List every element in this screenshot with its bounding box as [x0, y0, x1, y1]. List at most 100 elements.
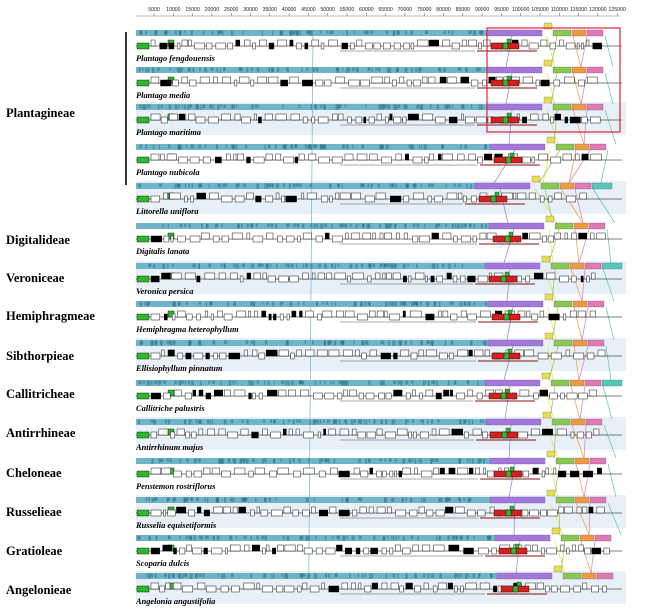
- gene-box: [381, 156, 392, 164]
- similarity-tick: [264, 573, 267, 578]
- gene-box: [275, 113, 287, 121]
- gene-box: [453, 235, 458, 243]
- connector-line: [560, 188, 584, 224]
- gene-box: [207, 116, 219, 124]
- gene-box: [537, 153, 548, 161]
- gene-box: [468, 467, 474, 475]
- similarity-tick: [211, 30, 214, 36]
- similarity-tick: [332, 535, 335, 539]
- similarity-tick: [361, 144, 363, 148]
- gene-box: [184, 272, 196, 280]
- similarity-tick: [346, 144, 349, 149]
- similarity-tick: [169, 458, 172, 463]
- similarity-tick: [310, 223, 313, 228]
- similarity-tick: [391, 183, 394, 187]
- similarity-tick: [357, 419, 361, 424]
- similarity-tick: [199, 419, 202, 424]
- gene-box: [341, 582, 348, 590]
- gene-box: [252, 392, 256, 400]
- gene-box: [301, 192, 305, 200]
- similarity-tick: [166, 340, 170, 345]
- gene-box: [213, 352, 218, 360]
- similarity-tick: [393, 104, 397, 110]
- similarity-tick: [423, 573, 426, 578]
- similarity-tick: [455, 573, 459, 578]
- similarity-tick: [198, 458, 201, 463]
- similarity-tick: [156, 535, 158, 541]
- similarity-tick: [282, 104, 284, 109]
- similarity-tick: [365, 104, 367, 108]
- similarity-tick: [313, 144, 316, 149]
- similarity-tick: [228, 458, 230, 462]
- connector-line: [547, 345, 554, 381]
- similarity-tick: [430, 183, 434, 188]
- similarity-tick: [317, 419, 320, 424]
- similarity-tick: [176, 67, 179, 72]
- similarity-tick: [280, 458, 282, 463]
- similarity-tick: [255, 104, 258, 108]
- gene-box: [461, 39, 468, 47]
- similarity-tick: [310, 144, 313, 150]
- similarity-tick: [271, 67, 274, 72]
- gene-box: [265, 349, 278, 357]
- similarity-tick: [232, 458, 234, 463]
- similarity-tick: [217, 183, 220, 187]
- similarity-tick: [178, 301, 181, 306]
- gene-box: [577, 310, 587, 318]
- gene-box: [204, 310, 208, 318]
- similarity-tick: [148, 535, 151, 541]
- gene-box: [324, 79, 332, 87]
- tick-label: 115000: [570, 7, 587, 13]
- gene-box: [159, 42, 168, 50]
- gene-box: [517, 431, 528, 439]
- similarity-tick: [445, 223, 448, 227]
- gene-box: [288, 389, 296, 397]
- similarity-tick: [400, 340, 402, 346]
- similarity-tick: [242, 458, 246, 462]
- gene-green: [505, 427, 511, 433]
- similarity-tick: [210, 67, 214, 71]
- similarity-tick: [180, 67, 183, 73]
- similarity-tick: [438, 535, 441, 541]
- similarity-tick: [292, 419, 295, 425]
- genome-row: [136, 489, 622, 519]
- gene-box: [436, 275, 443, 283]
- similarity-tick: [183, 497, 187, 503]
- similarity-tick: [447, 380, 450, 385]
- similarity-tick: [241, 223, 243, 228]
- similarity-tick: [384, 104, 387, 109]
- similarity-tick: [216, 67, 218, 73]
- gene-box: [581, 153, 589, 161]
- gene-box: [328, 585, 339, 593]
- similarity-tick: [367, 183, 370, 188]
- similarity-tick: [453, 183, 456, 187]
- gene-box: [541, 547, 545, 555]
- gene-box: [277, 544, 284, 552]
- similarity-tick: [286, 67, 290, 72]
- gene-green: [512, 585, 519, 593]
- gene-box: [313, 392, 323, 400]
- similarity-tick: [469, 497, 472, 502]
- similarity-tick: [305, 144, 308, 149]
- similarity-tick: [324, 380, 326, 385]
- similarity-tick: [176, 183, 180, 188]
- similarity-tick: [315, 301, 318, 307]
- gene-green: [136, 585, 150, 593]
- similarity-tick: [289, 183, 291, 188]
- gene-box: [399, 585, 404, 593]
- gene-box: [343, 349, 353, 357]
- similarity-tick: [387, 104, 391, 109]
- rearranged-block: [487, 339, 544, 347]
- similarity-tick: [368, 419, 370, 424]
- similarity-tick: [484, 144, 486, 150]
- gene-box: [235, 39, 241, 47]
- similarity-tick: [263, 419, 265, 423]
- gene-box: [522, 116, 527, 124]
- gene-box: [463, 547, 474, 555]
- similarity-tick: [229, 535, 233, 540]
- gene-box: [317, 431, 321, 439]
- similarity-tick: [377, 67, 381, 72]
- rearranged-block: [489, 457, 546, 465]
- similarity-tick: [438, 301, 441, 307]
- gene-box: [205, 392, 212, 400]
